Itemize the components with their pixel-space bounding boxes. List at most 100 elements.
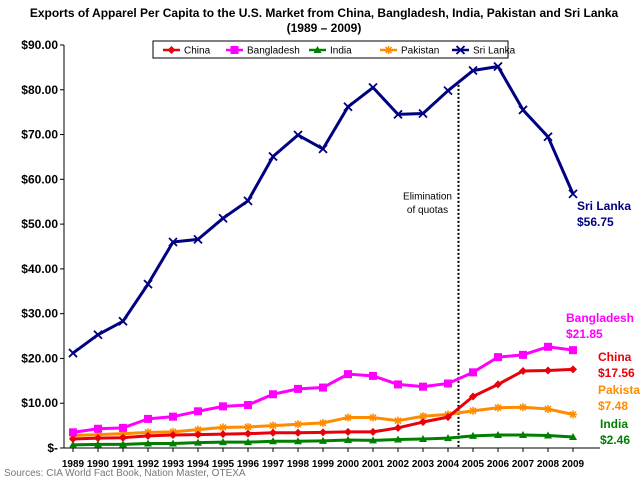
data-point-china bbox=[269, 428, 277, 437]
data-point-pakistan bbox=[119, 429, 127, 438]
data-point-india bbox=[444, 434, 452, 442]
data-point-bangladesh bbox=[144, 414, 152, 423]
data-point-bangladesh bbox=[319, 383, 327, 392]
y-tick-label: $20.00 bbox=[21, 351, 58, 365]
data-point-bangladesh bbox=[219, 402, 227, 411]
data-point-china bbox=[94, 434, 102, 443]
data-point-pakistan bbox=[394, 416, 402, 425]
annotation-line1: Elimination bbox=[403, 191, 452, 202]
data-point-pakistan bbox=[494, 403, 502, 412]
data-point-india bbox=[169, 439, 177, 447]
data-point-bangladesh bbox=[269, 390, 277, 399]
y-tick-label: $- bbox=[47, 441, 58, 455]
data-point-bangladesh bbox=[344, 370, 352, 379]
data-point-bangladesh bbox=[194, 407, 202, 416]
x-tick-label: 2004 bbox=[437, 459, 460, 470]
data-point-india bbox=[219, 438, 227, 446]
x-tick-label: 2007 bbox=[512, 459, 535, 470]
x-tick-label: 2008 bbox=[537, 459, 560, 470]
data-point-bangladesh bbox=[419, 382, 427, 391]
x-tick-label: 1995 bbox=[212, 459, 235, 470]
x-tick-label: 1989 bbox=[62, 459, 85, 470]
data-point-china bbox=[194, 430, 202, 439]
data-point-pakistan bbox=[419, 412, 427, 421]
data-point-bangladesh bbox=[369, 371, 377, 380]
y-tick-label: $10.00 bbox=[21, 396, 58, 410]
data-point-sri-lanka bbox=[218, 213, 228, 223]
end-label-value-pakistan: $7.48 bbox=[598, 399, 628, 413]
data-point-sri-lanka bbox=[343, 102, 353, 112]
x-tick-label: 2001 bbox=[362, 459, 385, 470]
series-line-sri-lanka bbox=[72, 64, 575, 355]
y-tick-label: $60.00 bbox=[21, 172, 58, 186]
data-point-pakistan bbox=[544, 405, 552, 414]
data-point-india bbox=[494, 431, 502, 439]
data-point-india bbox=[344, 435, 352, 443]
data-point-china bbox=[494, 380, 502, 389]
data-point-sri-lanka bbox=[268, 151, 278, 162]
data-point-india bbox=[369, 436, 377, 444]
data-point-bangladesh bbox=[394, 380, 402, 389]
x-tick-label: 1997 bbox=[262, 459, 285, 470]
data-point-india bbox=[119, 440, 127, 448]
y-tick-label: $50.00 bbox=[21, 217, 58, 231]
data-point-india bbox=[469, 431, 477, 439]
data-point-sri-lanka bbox=[93, 330, 103, 340]
data-point-sri-lanka bbox=[368, 82, 378, 93]
data-point-india bbox=[569, 432, 577, 440]
data-point-china bbox=[519, 366, 527, 375]
data-point-pakistan bbox=[194, 425, 202, 434]
data-point-china bbox=[219, 430, 227, 439]
x-tick-label: 1999 bbox=[312, 459, 335, 470]
y-tick-label: $40.00 bbox=[21, 262, 58, 276]
end-label-name-sri-lanka: Sri Lanka bbox=[577, 199, 631, 213]
y-tick-label: $30.00 bbox=[21, 307, 58, 321]
legend-marker-bangladesh bbox=[230, 46, 239, 54]
data-point-sri-lanka bbox=[118, 316, 128, 326]
data-point-india bbox=[194, 438, 202, 446]
legend-label-china: China bbox=[184, 46, 211, 57]
data-point-sri-lanka bbox=[543, 132, 553, 142]
data-point-pakistan bbox=[369, 413, 377, 422]
chart-title-line1: Exports of Apparel Per Capita to the U.S… bbox=[30, 6, 619, 20]
data-point-pakistan bbox=[469, 406, 477, 415]
series-india bbox=[69, 431, 577, 448]
x-tick-label: 2000 bbox=[337, 459, 360, 470]
data-point-bangladesh bbox=[494, 353, 502, 362]
data-point-china bbox=[69, 435, 77, 444]
data-point-bangladesh bbox=[244, 401, 252, 410]
data-point-india bbox=[244, 438, 252, 446]
data-point-sri-lanka bbox=[418, 108, 428, 119]
data-point-sri-lanka bbox=[293, 130, 303, 140]
data-point-bangladesh bbox=[119, 423, 127, 432]
data-point-india bbox=[269, 437, 277, 445]
data-point-bangladesh bbox=[294, 384, 302, 393]
data-point-bangladesh bbox=[569, 346, 577, 355]
data-point-pakistan bbox=[244, 422, 252, 431]
data-point-china bbox=[294, 428, 302, 437]
data-point-bangladesh bbox=[169, 412, 177, 421]
end-label-name-bangladesh: Bangladesh bbox=[566, 311, 634, 325]
end-label-name-pakistan: Pakistan bbox=[598, 383, 640, 397]
data-point-china bbox=[369, 427, 377, 436]
series-china bbox=[69, 365, 577, 444]
y-tick-label: $70.00 bbox=[21, 128, 58, 142]
legend-box bbox=[152, 40, 509, 59]
data-point-china bbox=[544, 366, 552, 375]
data-point-india bbox=[94, 440, 102, 448]
data-point-sri-lanka bbox=[468, 65, 478, 76]
data-point-india bbox=[519, 431, 527, 439]
data-point-bangladesh bbox=[444, 379, 452, 388]
data-point-india bbox=[144, 439, 152, 447]
x-tick-label: 1993 bbox=[162, 459, 185, 470]
legend-label-pakistan: Pakistan bbox=[401, 46, 439, 57]
data-point-sri-lanka bbox=[518, 105, 528, 115]
data-point-china bbox=[319, 428, 327, 437]
data-point-sri-lanka bbox=[68, 348, 78, 358]
legend: China Bangladesh India Pakistan Sri Lanka bbox=[152, 40, 516, 59]
legend-marker-sri-lanka bbox=[455, 45, 466, 55]
series-layer bbox=[68, 61, 578, 448]
quota-annotation: Elimination of quotas bbox=[403, 80, 460, 448]
data-point-sri-lanka bbox=[393, 109, 403, 120]
x-tick-label: 2003 bbox=[412, 459, 435, 470]
